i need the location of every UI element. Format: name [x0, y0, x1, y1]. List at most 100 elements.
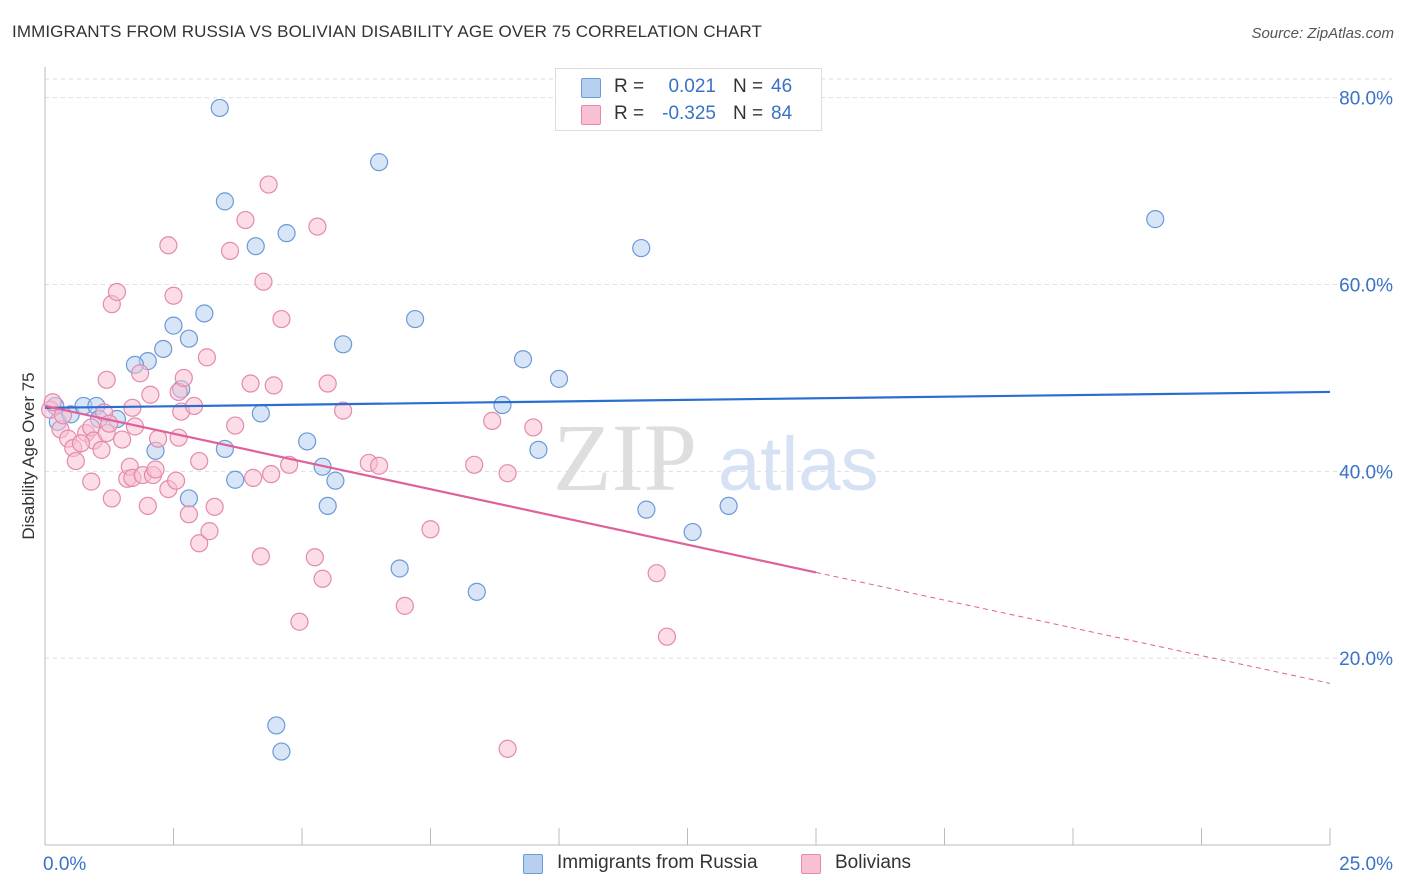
russia-point [251, 404, 270, 423]
russia-point [195, 304, 214, 323]
bolivia-point [138, 496, 157, 516]
russia-point [246, 237, 265, 256]
bolivia-point [244, 468, 263, 487]
russia-point [632, 238, 651, 258]
legend-label: Bolivians [835, 852, 912, 873]
bolivia-point [334, 401, 353, 420]
russia-point [334, 335, 353, 354]
bolivia-point [272, 309, 291, 329]
bolivia-point [220, 241, 240, 260]
bolivia-point [483, 411, 502, 430]
russia-point [637, 500, 656, 519]
russia-point [179, 489, 199, 508]
russia-swatch [523, 854, 543, 874]
russia-point [326, 471, 345, 490]
source-label: Source: ZipAtlas.com [1251, 25, 1394, 42]
x-tick-labels: 0.0% 25.0% [43, 854, 1393, 875]
bolivia-point [498, 739, 517, 758]
bolivia-point [197, 348, 217, 367]
y-tick-label: 40.0% [1339, 462, 1393, 483]
bolivia-point [190, 451, 209, 471]
russia-point [529, 440, 548, 459]
watermark-atlas: atlas [718, 422, 879, 507]
bolivia-point [82, 472, 101, 491]
bolivia-point [179, 505, 199, 524]
y-tick-label: 60.0% [1339, 276, 1393, 297]
bolivia-point [251, 547, 270, 566]
series-legend: Immigrants from Russia Bolivians [0, 852, 1406, 878]
r-value: 0.021 [668, 76, 716, 97]
bolivia-point [318, 374, 337, 393]
bolivia-point [254, 272, 273, 291]
bolivia-point [264, 376, 283, 395]
bolivia-point [164, 286, 183, 305]
bolivia-point [169, 428, 188, 447]
russia-point [719, 496, 738, 516]
n-label: N = [733, 76, 764, 97]
x-tick-label: 0.0% [43, 854, 86, 875]
bolivia-point [107, 282, 127, 302]
russia-point [549, 369, 569, 388]
bolivia-point [102, 489, 121, 508]
russia-point [1146, 210, 1165, 229]
bolivia-point [174, 368, 193, 388]
bolivia-point [465, 455, 484, 474]
bolivia-point [130, 364, 150, 383]
bolivia-point [71, 434, 91, 453]
bolivia-point [395, 596, 414, 615]
trend-line-bolivians [44, 404, 817, 574]
russia-point [467, 582, 486, 601]
russia-point [318, 496, 337, 516]
n-value: 84 [771, 103, 793, 124]
n-label: N = [733, 103, 764, 124]
watermark-zip: ZIP [553, 404, 697, 511]
bolivia-point [305, 548, 324, 567]
bolivia-point [657, 627, 677, 646]
bolivia-point [370, 456, 389, 475]
bolivia-point [159, 236, 178, 255]
r-value: -0.325 [662, 103, 716, 124]
russia-point [513, 350, 533, 369]
russia-point [154, 339, 173, 359]
legend-label: Immigrants from Russia [557, 852, 758, 873]
russia-point [298, 432, 317, 451]
bolivia-point [313, 569, 332, 588]
bolivia-point [92, 440, 111, 459]
russia-point [267, 716, 286, 735]
r-label: R = [614, 103, 645, 124]
trend-lines [44, 390, 1331, 684]
trend-line-russia [44, 390, 1331, 409]
bolivia-point [141, 385, 160, 404]
y-axis-label: Disability Age Over 75 [19, 372, 38, 539]
series-bolivia-points [41, 175, 677, 758]
bolivia-point [498, 464, 517, 483]
gridlines [45, 78, 1392, 659]
bolivia-point [524, 418, 543, 437]
bolivia-point [241, 374, 260, 393]
russia-point [272, 742, 291, 761]
bolivia-point [308, 217, 327, 236]
russia-point [370, 153, 389, 172]
bolivia-point [200, 522, 219, 541]
russia-point [277, 224, 296, 243]
bolivia-point [421, 520, 440, 539]
y-tick-label: 80.0% [1339, 89, 1393, 110]
series-russia-points [46, 98, 1165, 761]
russia-swatch [581, 78, 601, 98]
stats-legend: R = 0.021 N = 46 R = -0.325 N = 84 [555, 68, 822, 131]
russia-point [210, 98, 229, 118]
y-tick-label: 20.0% [1339, 649, 1393, 670]
x-tick-label: 25.0% [1339, 854, 1393, 875]
bolivia-point [66, 451, 85, 471]
russia-point [493, 395, 512, 415]
y-tick-labels: 20.0% 40.0% 60.0% 80.0% [1339, 89, 1393, 670]
russia-point [179, 329, 199, 348]
russia-point [405, 309, 425, 329]
bolivia-point [205, 497, 224, 516]
russia-point [215, 192, 234, 211]
russia-point [683, 522, 702, 542]
bolivia-point [290, 612, 309, 631]
bolivia-swatch [581, 105, 601, 125]
bolivia-swatch [801, 854, 821, 874]
